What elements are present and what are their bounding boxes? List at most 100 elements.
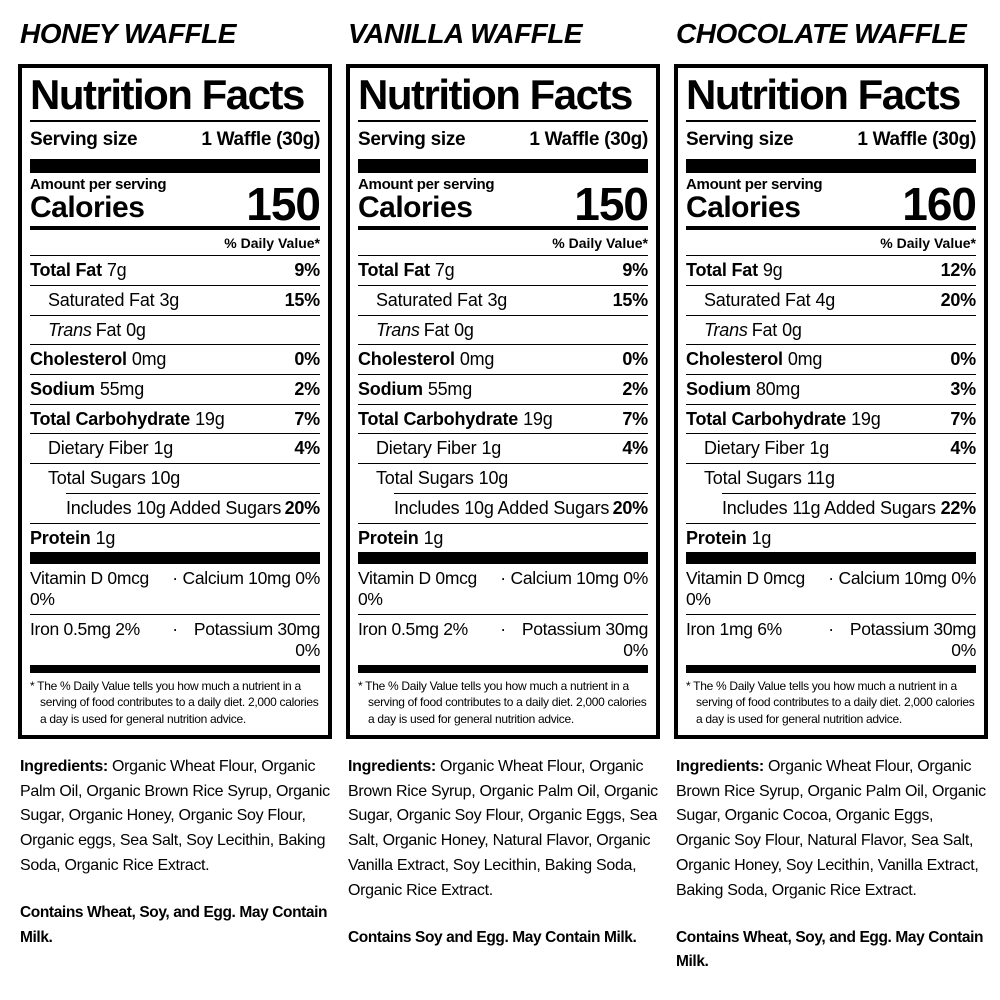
vitamin-left: Vitamin D 0mcg 0% [686, 568, 805, 610]
nutrition-facts-panel: Nutrition Facts Serving size 1 Waffle (3… [18, 64, 332, 739]
vitamin-right: Calcium 10mg 0% [838, 568, 977, 589]
nutrient-name-italic: Trans [376, 319, 420, 340]
nutrient-row: Trans Fat 0g [30, 314, 320, 345]
nutrient-name: Total Sugars [48, 468, 146, 489]
nutrient-name-group: Dietary Fiber 1g [704, 438, 829, 459]
nutrient-row: Includes 11g Added Sugars 22% [722, 492, 977, 523]
vitamin-row: Iron 0.5mg 2% · Potassium 30mg 0% [358, 614, 648, 665]
nutrient-amount: 1g [153, 438, 174, 459]
nutrient-amount: 3g [159, 290, 180, 311]
vitamin-right: Calcium 10mg 0% [182, 568, 321, 589]
allergen-statement: Contains Soy and Egg. May Contain Milk. [348, 928, 637, 946]
nutrient-name: Dietary Fiber [704, 438, 805, 459]
nutrient-amount: 1g [423, 527, 444, 548]
nutrient-amount: 4g [815, 290, 836, 311]
product-title: CHOCOLATE WAFFLE [676, 18, 967, 49]
vitamin-left: Iron 0.5mg 2% [358, 619, 468, 640]
nutrient-name: Includes 10g Added Sugars [66, 497, 282, 518]
ingredients-paragraph: Ingredients: Organic Wheat Flour, Organic… [20, 755, 332, 879]
divider-bar-bottom [30, 665, 320, 674]
amount-per-serving-label: Amount per serving [30, 175, 167, 193]
nutrient-amount: 3g [487, 290, 508, 311]
nutrient-name-group: Protein 1g [30, 528, 115, 549]
vitamin-row: Vitamin D 0mcg 0% · Calcium 10mg 0% [358, 564, 648, 614]
vitamin-rows: Vitamin D 0mcg 0% · Calcium 10mg 0% Iron… [686, 564, 976, 665]
nutrient-daily-value: 3% [950, 379, 976, 400]
nutrient-daily-value: 15% [612, 290, 649, 311]
vitamin-right: Calcium 10mg 0% [510, 568, 649, 589]
calories-value: 160 [902, 177, 977, 230]
nutrient-name: Saturated Fat [704, 290, 811, 311]
nutrient-name-group: Total Carbohydrate 19g [358, 409, 553, 430]
nutrient-name-group: Total Sugars 11g [704, 468, 835, 489]
daily-value-header: % Daily Value* [224, 235, 320, 252]
nutrient-row: Saturated Fat 3g 15% [30, 285, 320, 315]
ingredients-label: Ingredients: [676, 757, 764, 775]
product-title: HONEY WAFFLE [20, 18, 236, 49]
ingredients-text: Organic Wheat Flour, Organic Brown Rice … [676, 757, 986, 899]
nutrient-row: Sodium 55mg 2% [30, 374, 320, 404]
serving-size-row: Serving size 1 Waffle (30g) [686, 122, 976, 159]
nutrient-name: Total Fat [686, 260, 758, 281]
nutrient-daily-value: 12% [940, 260, 977, 281]
nutrient-row: Cholesterol 0mg 0% [30, 344, 320, 374]
vitamin-left: Iron 1mg 6% [686, 619, 782, 640]
nutrient-daily-value: 0% [294, 349, 320, 370]
nutrient-name: Total Carbohydrate [30, 408, 191, 429]
dot-separator: · [828, 568, 834, 589]
waffle-label-column: HONEY WAFFLE Nutrition Facts Serving siz… [18, 16, 332, 950]
nutrient-name-group: Total Fat 7g [358, 260, 455, 281]
daily-value-header: % Daily Value* [880, 235, 976, 252]
nutrient-amount: 0mg [459, 349, 495, 370]
serving-size-value: 1 Waffle (30g) [857, 128, 976, 150]
divider-bar-bottom [358, 665, 648, 674]
nutrient-name: Dietary Fiber [376, 438, 477, 459]
nutrient-name-group: Dietary Fiber 1g [48, 438, 173, 459]
nutrient-amount: 1g [95, 527, 116, 548]
vitamin-row: Iron 0.5mg 2% · Potassium 30mg 0% [30, 614, 320, 665]
nutrient-name-group: Trans Fat 0g [376, 320, 474, 341]
calories-left: Amount per serving Calories [686, 176, 823, 225]
serving-size-value: 1 Waffle (30g) [201, 128, 320, 150]
nutrient-daily-value: 20% [284, 497, 321, 518]
nutrient-amount: 55mg [427, 379, 473, 400]
daily-value-footnote: * The % Daily Value tells you how much a… [686, 679, 975, 726]
nutrient-row: Protein 1g [358, 522, 648, 553]
vitamin-row: Iron 1mg 6% · Potassium 30mg 0% [686, 614, 976, 665]
label-columns: HONEY WAFFLE Nutrition Facts Serving siz… [18, 16, 988, 971]
nutrient-name-group: Saturated Fat 3g [376, 290, 507, 311]
nutrient-name-group: Total Sugars 10g [376, 468, 508, 489]
nutrient-name-group: Cholesterol 0mg [686, 349, 822, 370]
nutrient-daily-value: 22% [940, 497, 977, 518]
nutrient-daily-value: 4% [622, 438, 648, 459]
nutrient-amount: 19g [195, 408, 225, 429]
nutrient-name: Includes 11g Added Sugars [722, 497, 936, 518]
nutrient-daily-value: 0% [950, 349, 976, 370]
nutrition-facts-panel: Nutrition Facts Serving size 1 Waffle (3… [346, 64, 660, 739]
nutrient-name: Saturated Fat [376, 290, 483, 311]
nutrient-name: Total Sugars [704, 468, 802, 489]
nutrient-name-group: Protein 1g [686, 528, 771, 549]
daily-value-footnote: * The % Daily Value tells you how much a… [358, 679, 647, 726]
nutrient-name-group: Sodium 80mg [686, 379, 800, 400]
calories-block: Amount per serving Calories 150 [358, 173, 649, 231]
nutrient-row: Total Carbohydrate 19g 7% [686, 403, 976, 434]
nutrient-name: Protein [30, 527, 91, 548]
calories-label: Calories [686, 191, 801, 225]
allergen-statement: Contains Wheat, Soy, and Egg. May Contai… [20, 903, 328, 946]
vitamin-left: Iron 0.5mg 2% [30, 619, 140, 640]
daily-value-footnote: * The % Daily Value tells you how much a… [30, 679, 319, 726]
serving-size-value: 1 Waffle (30g) [529, 128, 648, 150]
allergen-statement: Contains Wheat, Soy, and Egg. May Contai… [676, 928, 984, 971]
divider-bar-middle [358, 552, 648, 565]
calories-block: Amount per serving Calories 160 [686, 173, 977, 231]
vitamin-rows: Vitamin D 0mcg 0% · Calcium 10mg 0% Iron… [30, 564, 320, 665]
nutrition-facts-heading: Nutrition Facts [686, 72, 976, 122]
nutrient-daily-value: 4% [950, 438, 976, 459]
nutrient-name: Fat [423, 319, 450, 340]
nutrient-name: Total Fat [358, 260, 430, 281]
nutrient-amount: 80mg [755, 379, 801, 400]
nutrient-row: Dietary Fiber 1g 4% [30, 433, 320, 463]
nutrient-daily-value: 0% [622, 349, 648, 370]
daily-value-header: % Daily Value* [552, 235, 648, 252]
